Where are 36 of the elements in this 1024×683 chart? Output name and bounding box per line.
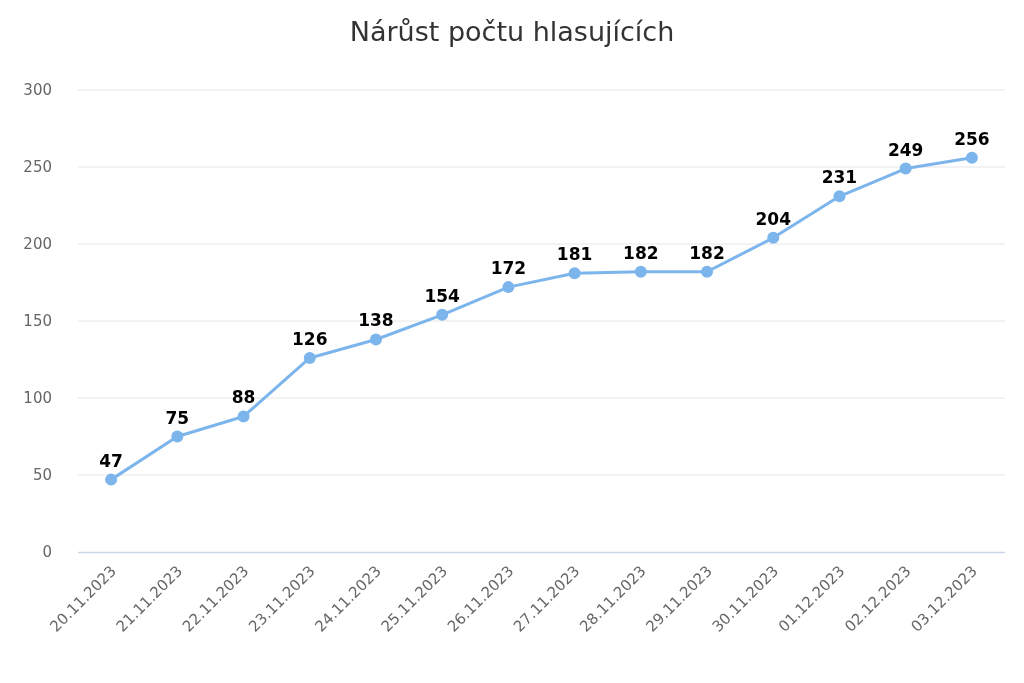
y-tick-label: 150 xyxy=(23,312,52,330)
point xyxy=(767,231,780,244)
y-tick-label: 50 xyxy=(32,466,52,484)
data-label: 138 xyxy=(358,310,394,331)
data-label: 47 xyxy=(99,450,123,471)
y-tick-label: 100 xyxy=(23,389,52,407)
point xyxy=(303,351,316,364)
chart-title: Nárůst počtu hlasujících xyxy=(349,16,675,47)
y-tick-label: 200 xyxy=(23,235,52,253)
data-label: 204 xyxy=(755,208,792,229)
point xyxy=(833,190,846,203)
point xyxy=(502,281,515,294)
point xyxy=(899,162,912,175)
point xyxy=(237,410,250,423)
data-label: 231 xyxy=(821,167,858,188)
y-tick-label: 300 xyxy=(23,81,52,99)
y-tick-label: 0 xyxy=(42,543,52,561)
point xyxy=(171,430,184,443)
point xyxy=(634,265,647,278)
data-label: 75 xyxy=(165,407,190,428)
data-label: 182 xyxy=(623,242,659,263)
point xyxy=(701,265,714,278)
point xyxy=(436,308,449,321)
data-label: 256 xyxy=(954,128,990,149)
data-label: 181 xyxy=(556,244,593,265)
data-label: 172 xyxy=(490,258,527,279)
point xyxy=(369,333,382,346)
data-label: 249 xyxy=(887,139,924,160)
data-label: 88 xyxy=(231,387,256,408)
point xyxy=(568,267,581,280)
data-label: 126 xyxy=(292,328,328,349)
data-label: 154 xyxy=(424,285,461,306)
point xyxy=(105,473,118,486)
y-tick-label: 250 xyxy=(23,158,52,176)
point xyxy=(965,151,978,164)
data-label: 182 xyxy=(689,242,725,263)
